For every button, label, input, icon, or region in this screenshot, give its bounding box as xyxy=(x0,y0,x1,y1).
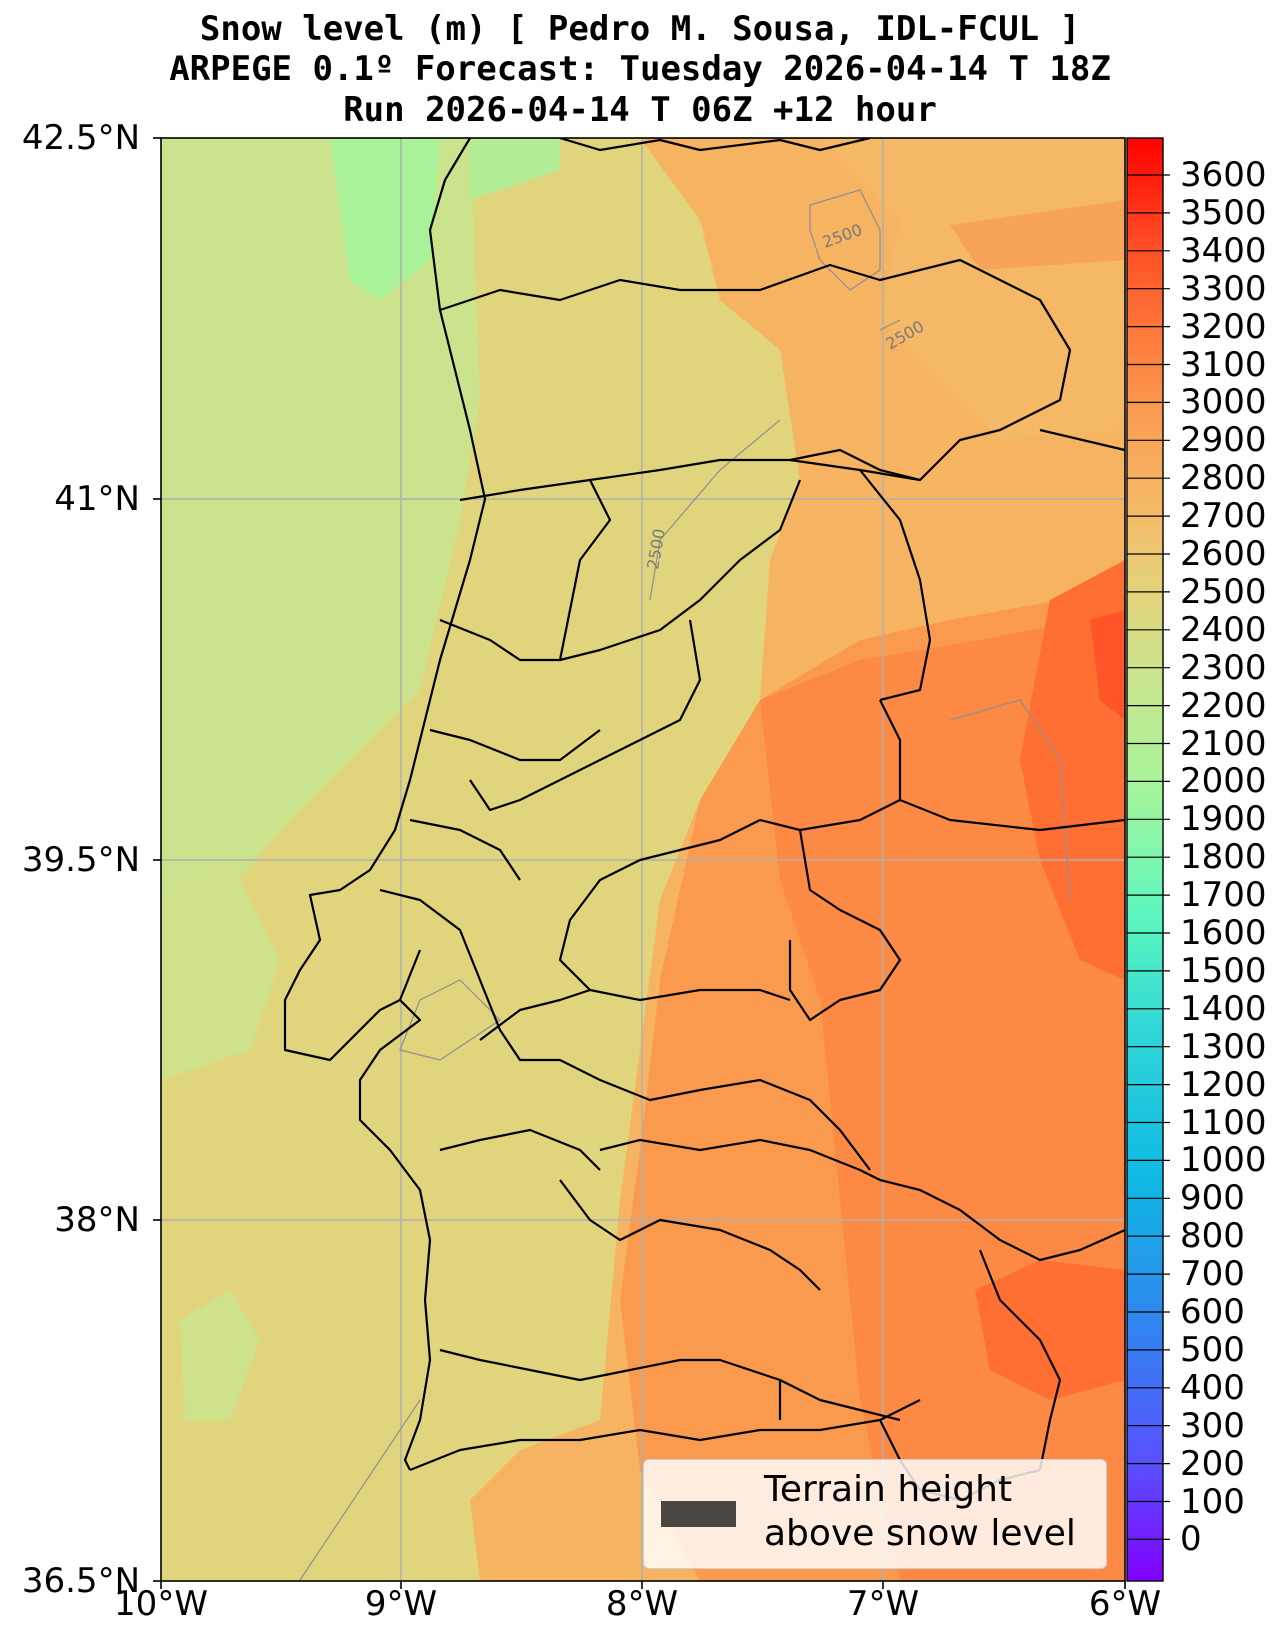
colorbar-tick-label: 600 xyxy=(1180,1292,1245,1332)
contour-lines xyxy=(299,189,1071,1581)
colorbar-tick-label: 1700 xyxy=(1180,875,1267,916)
axis-ticks xyxy=(153,137,1126,1589)
lon-tick-label: 8°W xyxy=(605,1584,679,1624)
colorbar-tick-label: 400 xyxy=(1180,1367,1245,1408)
chart-subtitle-run: Run 2026-04-14 T 06Z +12 hour xyxy=(343,90,937,130)
colorbar-tick-label: 3300 xyxy=(1180,268,1267,309)
colorbar-tick-label: 2200 xyxy=(1180,685,1267,726)
colorbar-tick-label: 900 xyxy=(1180,1178,1245,1219)
colorbar-tick-label: 3200 xyxy=(1180,306,1267,347)
lat-tick-label: 42.5°N xyxy=(21,118,140,158)
colorbar-tick-label: 2600 xyxy=(1180,534,1267,574)
colorbar-tick-label: 2900 xyxy=(1180,420,1267,461)
lat-tick-label: 41°N xyxy=(54,479,140,519)
colorbar-tick-label: 2000 xyxy=(1180,761,1267,802)
colorbar-tick-label: 3000 xyxy=(1180,382,1267,423)
colorbar-tick-label: 3500 xyxy=(1180,192,1267,233)
lat-tick-label: 36.5°N xyxy=(21,1561,140,1601)
colorbar-tick-label: 500 xyxy=(1180,1329,1245,1370)
boundaries xyxy=(283,138,1125,1502)
colorbar-tick-label: 3100 xyxy=(1180,344,1267,385)
lat-tick-label: 38°N xyxy=(54,1200,140,1240)
colorbar-tick-label: 1900 xyxy=(1180,799,1267,840)
colorbar-tick-label: 3400 xyxy=(1180,230,1267,271)
colorbar-tick-label: 700 xyxy=(1180,1254,1245,1295)
legend-swatch xyxy=(661,1501,736,1527)
colorbar-tick-label: 1400 xyxy=(1180,988,1267,1029)
colorbar-ticks xyxy=(1127,174,1170,1541)
colorbar-tick-label: 2500 xyxy=(1180,571,1267,612)
lon-tick-label: 7°W xyxy=(846,1584,920,1624)
lon-tick-label: 10°W xyxy=(114,1584,208,1624)
colorbar-tick-label: 100 xyxy=(1180,1481,1245,1522)
colorbar-tick-label: 0 xyxy=(1180,1519,1202,1560)
colorbar-tick-label: 1800 xyxy=(1180,837,1267,878)
chart-title: Snow level (m) [ Pedro M. Sousa, IDL-FCU… xyxy=(199,9,1081,49)
colorbar-tick-label: 300 xyxy=(1180,1405,1245,1446)
colorbar xyxy=(1126,137,1164,1582)
colorbar-tick-label: 2700 xyxy=(1180,496,1267,537)
colorbar-tick-label: 200 xyxy=(1180,1443,1245,1484)
colorbar-tick-label: 1500 xyxy=(1180,950,1267,991)
colorbar-tick-label: 3600 xyxy=(1180,155,1267,195)
colorbar-tick-label: 1300 xyxy=(1180,1026,1267,1067)
legend-label-line2: above snow level xyxy=(764,1513,1076,1554)
colorbar-tick-label: 800 xyxy=(1180,1216,1245,1257)
colorbar-tick-label: 1600 xyxy=(1180,913,1267,953)
lon-tick-label: 6°W xyxy=(1088,1584,1162,1624)
colorbar-tick-label: 1000 xyxy=(1180,1140,1267,1181)
colorbar-tick-label: 1200 xyxy=(1180,1064,1267,1105)
colorbar-tick-label: 1100 xyxy=(1180,1102,1267,1143)
lat-tick-label: 39.5°N xyxy=(21,840,140,880)
colorbar-tick-label: 2100 xyxy=(1180,723,1267,764)
colorbar-tick-label: 2300 xyxy=(1180,647,1267,688)
legend-label: Terrain height above snow level xyxy=(764,1468,1076,1556)
colorbar-tick-label: 2800 xyxy=(1180,458,1267,499)
legend-label-line1: Terrain height xyxy=(764,1469,1013,1510)
legend: Terrain height above snow level xyxy=(643,1459,1107,1569)
colorbar-tick-label: 2400 xyxy=(1180,609,1267,650)
lon-tick-label: 9°W xyxy=(364,1584,438,1624)
chart-subtitle-forecast: ARPEGE 0.1º Forecast: Tuesday 2026-04-14… xyxy=(169,49,1111,89)
